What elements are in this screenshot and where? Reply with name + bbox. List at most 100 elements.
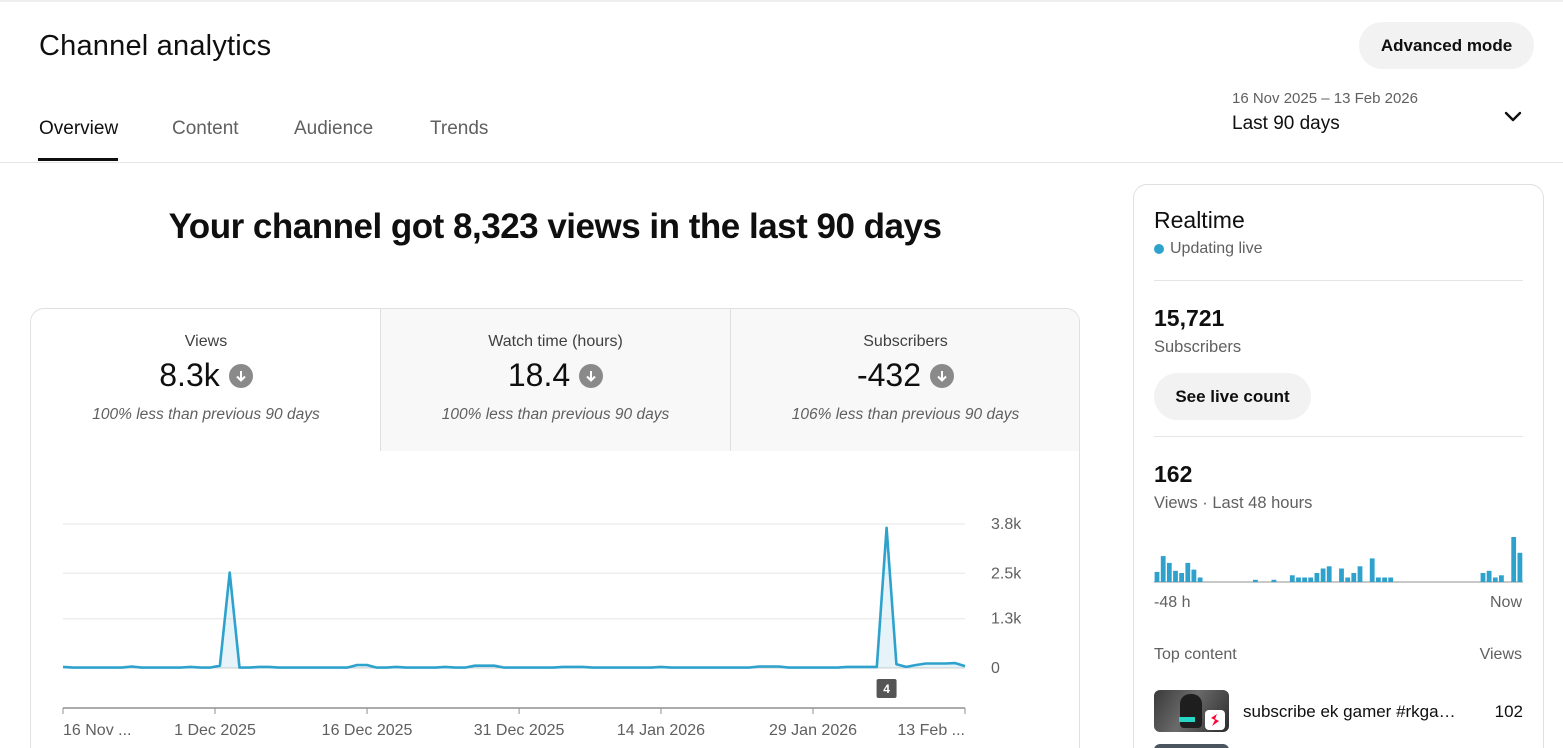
y-tick-label: 3.8k bbox=[991, 516, 1022, 533]
x-tick-label: 16 Nov ... bbox=[63, 722, 131, 739]
realtime-bar bbox=[1511, 537, 1517, 582]
realtime-bar bbox=[1382, 577, 1387, 582]
metric-tab-views[interactable]: Views 8.3k 100% less than previous 90 da… bbox=[31, 309, 381, 451]
views-line-chart[interactable]: 0 1.3k 2.5k 3.8k 16 Nov ... 1 Dec 2025 16 Dec … bbox=[31, 309, 1080, 748]
metric-comparison: 106% less than previous 90 days bbox=[791, 406, 1020, 423]
realtime-bar bbox=[1166, 562, 1172, 582]
realtime-bar bbox=[1345, 577, 1351, 582]
realtime-subscribers-value: 15,721 bbox=[1154, 305, 1225, 331]
metric-label: Subscribers bbox=[863, 333, 948, 350]
x-tick-label: 1 Dec 2025 bbox=[174, 722, 256, 739]
realtime-bar bbox=[1296, 577, 1301, 582]
active-tab-indicator bbox=[38, 158, 118, 161]
realtime-bar bbox=[1320, 568, 1326, 582]
y-tick-label: 2.5k bbox=[991, 565, 1022, 582]
realtime-bar bbox=[1376, 577, 1381, 582]
realtime-bar bbox=[1185, 562, 1191, 582]
realtime-views-value: 162 bbox=[1154, 461, 1193, 487]
realtime-bar bbox=[1173, 570, 1178, 583]
top-content-views-label: Views bbox=[1479, 646, 1522, 663]
realtime-bar bbox=[1179, 573, 1184, 582]
tab-trends[interactable]: Trends bbox=[430, 118, 489, 139]
realtime-bar bbox=[1308, 577, 1314, 582]
x-tick-label: 16 Dec 2025 bbox=[322, 722, 413, 739]
top-content-label: Top content bbox=[1154, 646, 1237, 663]
realtime-bar bbox=[1388, 577, 1394, 582]
realtime-bar bbox=[1480, 573, 1486, 582]
realtime-title: Realtime bbox=[1154, 207, 1245, 233]
divider bbox=[1154, 280, 1523, 281]
marker-badge bbox=[876, 679, 897, 698]
marker-badge-label: 4 bbox=[883, 682, 890, 696]
metric-value: -432 bbox=[856, 357, 922, 393]
arrow-down-icon bbox=[579, 363, 604, 388]
shorts-icon bbox=[1205, 710, 1225, 730]
y-tick-label: 0 bbox=[991, 660, 1000, 677]
views-series-line bbox=[62, 526, 966, 669]
realtime-bar bbox=[1160, 556, 1166, 582]
arrow-down-icon bbox=[930, 363, 955, 388]
divider bbox=[1154, 436, 1523, 437]
advanced-mode-button[interactable]: Advanced mode bbox=[1359, 22, 1534, 69]
metric-tab-subscribers[interactable]: Subscribers -432 106% less than previous… bbox=[730, 309, 1079, 451]
metric-tab-watch-time[interactable]: Watch time (hours) 18.4 100% less than p… bbox=[380, 309, 730, 451]
y-tick-label: 1.3k bbox=[991, 611, 1022, 628]
see-live-count-button[interactable]: See live count bbox=[1154, 373, 1311, 420]
metric-label: Views bbox=[184, 333, 228, 350]
realtime-bar bbox=[1499, 575, 1504, 583]
realtime-bar bbox=[1197, 577, 1203, 582]
metric-label: Watch time (hours) bbox=[488, 333, 623, 350]
realtime-bar bbox=[1326, 566, 1332, 582]
realtime-bar bbox=[1517, 552, 1523, 583]
live-status-label: Updating live bbox=[1170, 240, 1263, 257]
realtime-axis-start: -48 h bbox=[1154, 594, 1191, 611]
x-tick-label: 13 Feb ... bbox=[897, 722, 965, 739]
realtime-bar bbox=[1289, 575, 1295, 583]
realtime-bar bbox=[1314, 573, 1320, 582]
metric-value: 18.4 bbox=[507, 357, 571, 393]
metric-comparison: 100% less than previous 90 days bbox=[441, 406, 670, 423]
arrow-down-icon bbox=[228, 363, 253, 388]
date-range-selector[interactable]: 16 Nov 2025 – 13 Feb 2026 Last 90 days bbox=[1232, 90, 1418, 135]
realtime-bar bbox=[1154, 571, 1160, 582]
page-title: Channel analytics bbox=[39, 30, 272, 62]
realtime-subscribers-label: Subscribers bbox=[1154, 338, 1242, 356]
tab-content[interactable]: Content bbox=[172, 118, 239, 139]
header-divider bbox=[0, 162, 1563, 163]
metric-comparison: 100% less than previous 90 days bbox=[92, 406, 320, 423]
realtime-views-label: Views · Last 48 hours bbox=[1154, 494, 1313, 512]
metric-value: 8.3k bbox=[159, 357, 220, 393]
live-dot-icon bbox=[1154, 244, 1164, 254]
realtime-bar bbox=[1357, 566, 1363, 582]
realtime-bar bbox=[1492, 577, 1498, 582]
top-content-item[interactable]: subscribe ek gamer #rkga… 102 bbox=[1154, 690, 1523, 734]
realtime-bar bbox=[1486, 570, 1492, 583]
tab-overview[interactable]: Overview bbox=[39, 118, 119, 139]
realtime-views-bar-chart[interactable] bbox=[1154, 525, 1523, 585]
top-border bbox=[0, 0, 1563, 2]
realtime-axis-end: Now bbox=[1489, 594, 1522, 611]
video-thumbnail[interactable] bbox=[1154, 690, 1229, 732]
tab-audience[interactable]: Audience bbox=[294, 118, 374, 139]
top-content-title[interactable]: subscribe ek gamer #rkga… bbox=[1243, 702, 1456, 721]
realtime-bar bbox=[1271, 579, 1277, 583]
x-tick-label: 31 Dec 2025 bbox=[474, 722, 565, 739]
realtime-bar bbox=[1302, 577, 1307, 582]
realtime-bar bbox=[1351, 573, 1357, 582]
realtime-bar bbox=[1253, 579, 1258, 583]
realtime-card: Realtime Updating live 15,721 Subscriber… bbox=[1133, 184, 1544, 748]
x-tick-label: 14 Jan 2026 bbox=[617, 722, 705, 739]
x-tick-label: 29 Jan 2026 bbox=[769, 722, 857, 739]
realtime-bar bbox=[1191, 569, 1197, 582]
metrics-card: Views 8.3k 100% less than previous 90 da… bbox=[30, 308, 1080, 748]
top-content-views: 102 bbox=[1494, 702, 1523, 721]
chevron-down-icon[interactable] bbox=[1502, 106, 1524, 126]
views-headline: Your channel got 8,323 views in the last… bbox=[168, 207, 942, 246]
date-range-dates: 16 Nov 2025 – 13 Feb 2026 bbox=[1232, 90, 1418, 107]
live-status: Updating live bbox=[1154, 240, 1263, 258]
video-thumbnail[interactable] bbox=[1154, 744, 1229, 748]
realtime-bar bbox=[1369, 558, 1375, 582]
realtime-bar bbox=[1339, 568, 1344, 582]
date-range-period: Last 90 days bbox=[1232, 113, 1340, 134]
views-series-area bbox=[63, 527, 965, 668]
